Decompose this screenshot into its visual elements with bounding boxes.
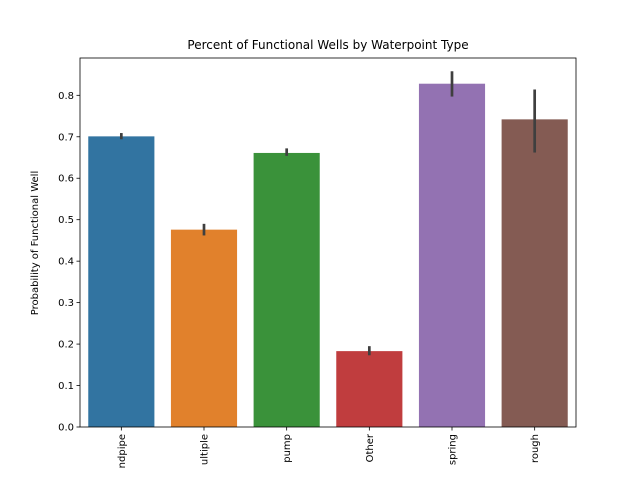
x-tick-label-4: spring <box>448 434 459 465</box>
bar-3 <box>336 351 403 427</box>
bar-1 <box>170 229 238 427</box>
bar-5 <box>501 119 568 427</box>
y-tick-label-8: 0.8 <box>58 91 74 102</box>
bar-0 <box>88 136 155 428</box>
y-axis-title: Probability of Functional Well <box>30 171 41 316</box>
y-tick-label-3: 0.3 <box>58 298 74 309</box>
x-tick-label-0: ndpipe <box>117 434 128 468</box>
x-tick-label-3: Other <box>365 433 376 462</box>
x-tick-label-5: rough <box>530 434 541 463</box>
bar-4 <box>418 83 486 427</box>
bar-2 <box>253 152 320 427</box>
y-tick-label-6: 0.6 <box>58 174 74 185</box>
y-tick-label-7: 0.7 <box>58 132 74 143</box>
y-tick-label-5: 0.5 <box>58 215 74 226</box>
x-tick-label-2: pump <box>282 434 293 463</box>
plot-area: 0.0 0.1 0.2 0.3 0.4 0.5 0.6 0.7 0.8 ndpipe ultiple… <box>58 57 577 468</box>
y-tick-label-2: 0.2 <box>58 340 74 351</box>
y-tick-label-0: 0.0 <box>58 423 74 434</box>
axes-frame <box>79 57 577 428</box>
y-tick-label-1: 0.1 <box>58 381 74 392</box>
y-tick-label-4: 0.4 <box>58 257 74 268</box>
x-tick-label-1: ultiple <box>200 434 211 465</box>
chart-title: Percent of Functional Wells by Waterpoin… <box>187 38 468 52</box>
